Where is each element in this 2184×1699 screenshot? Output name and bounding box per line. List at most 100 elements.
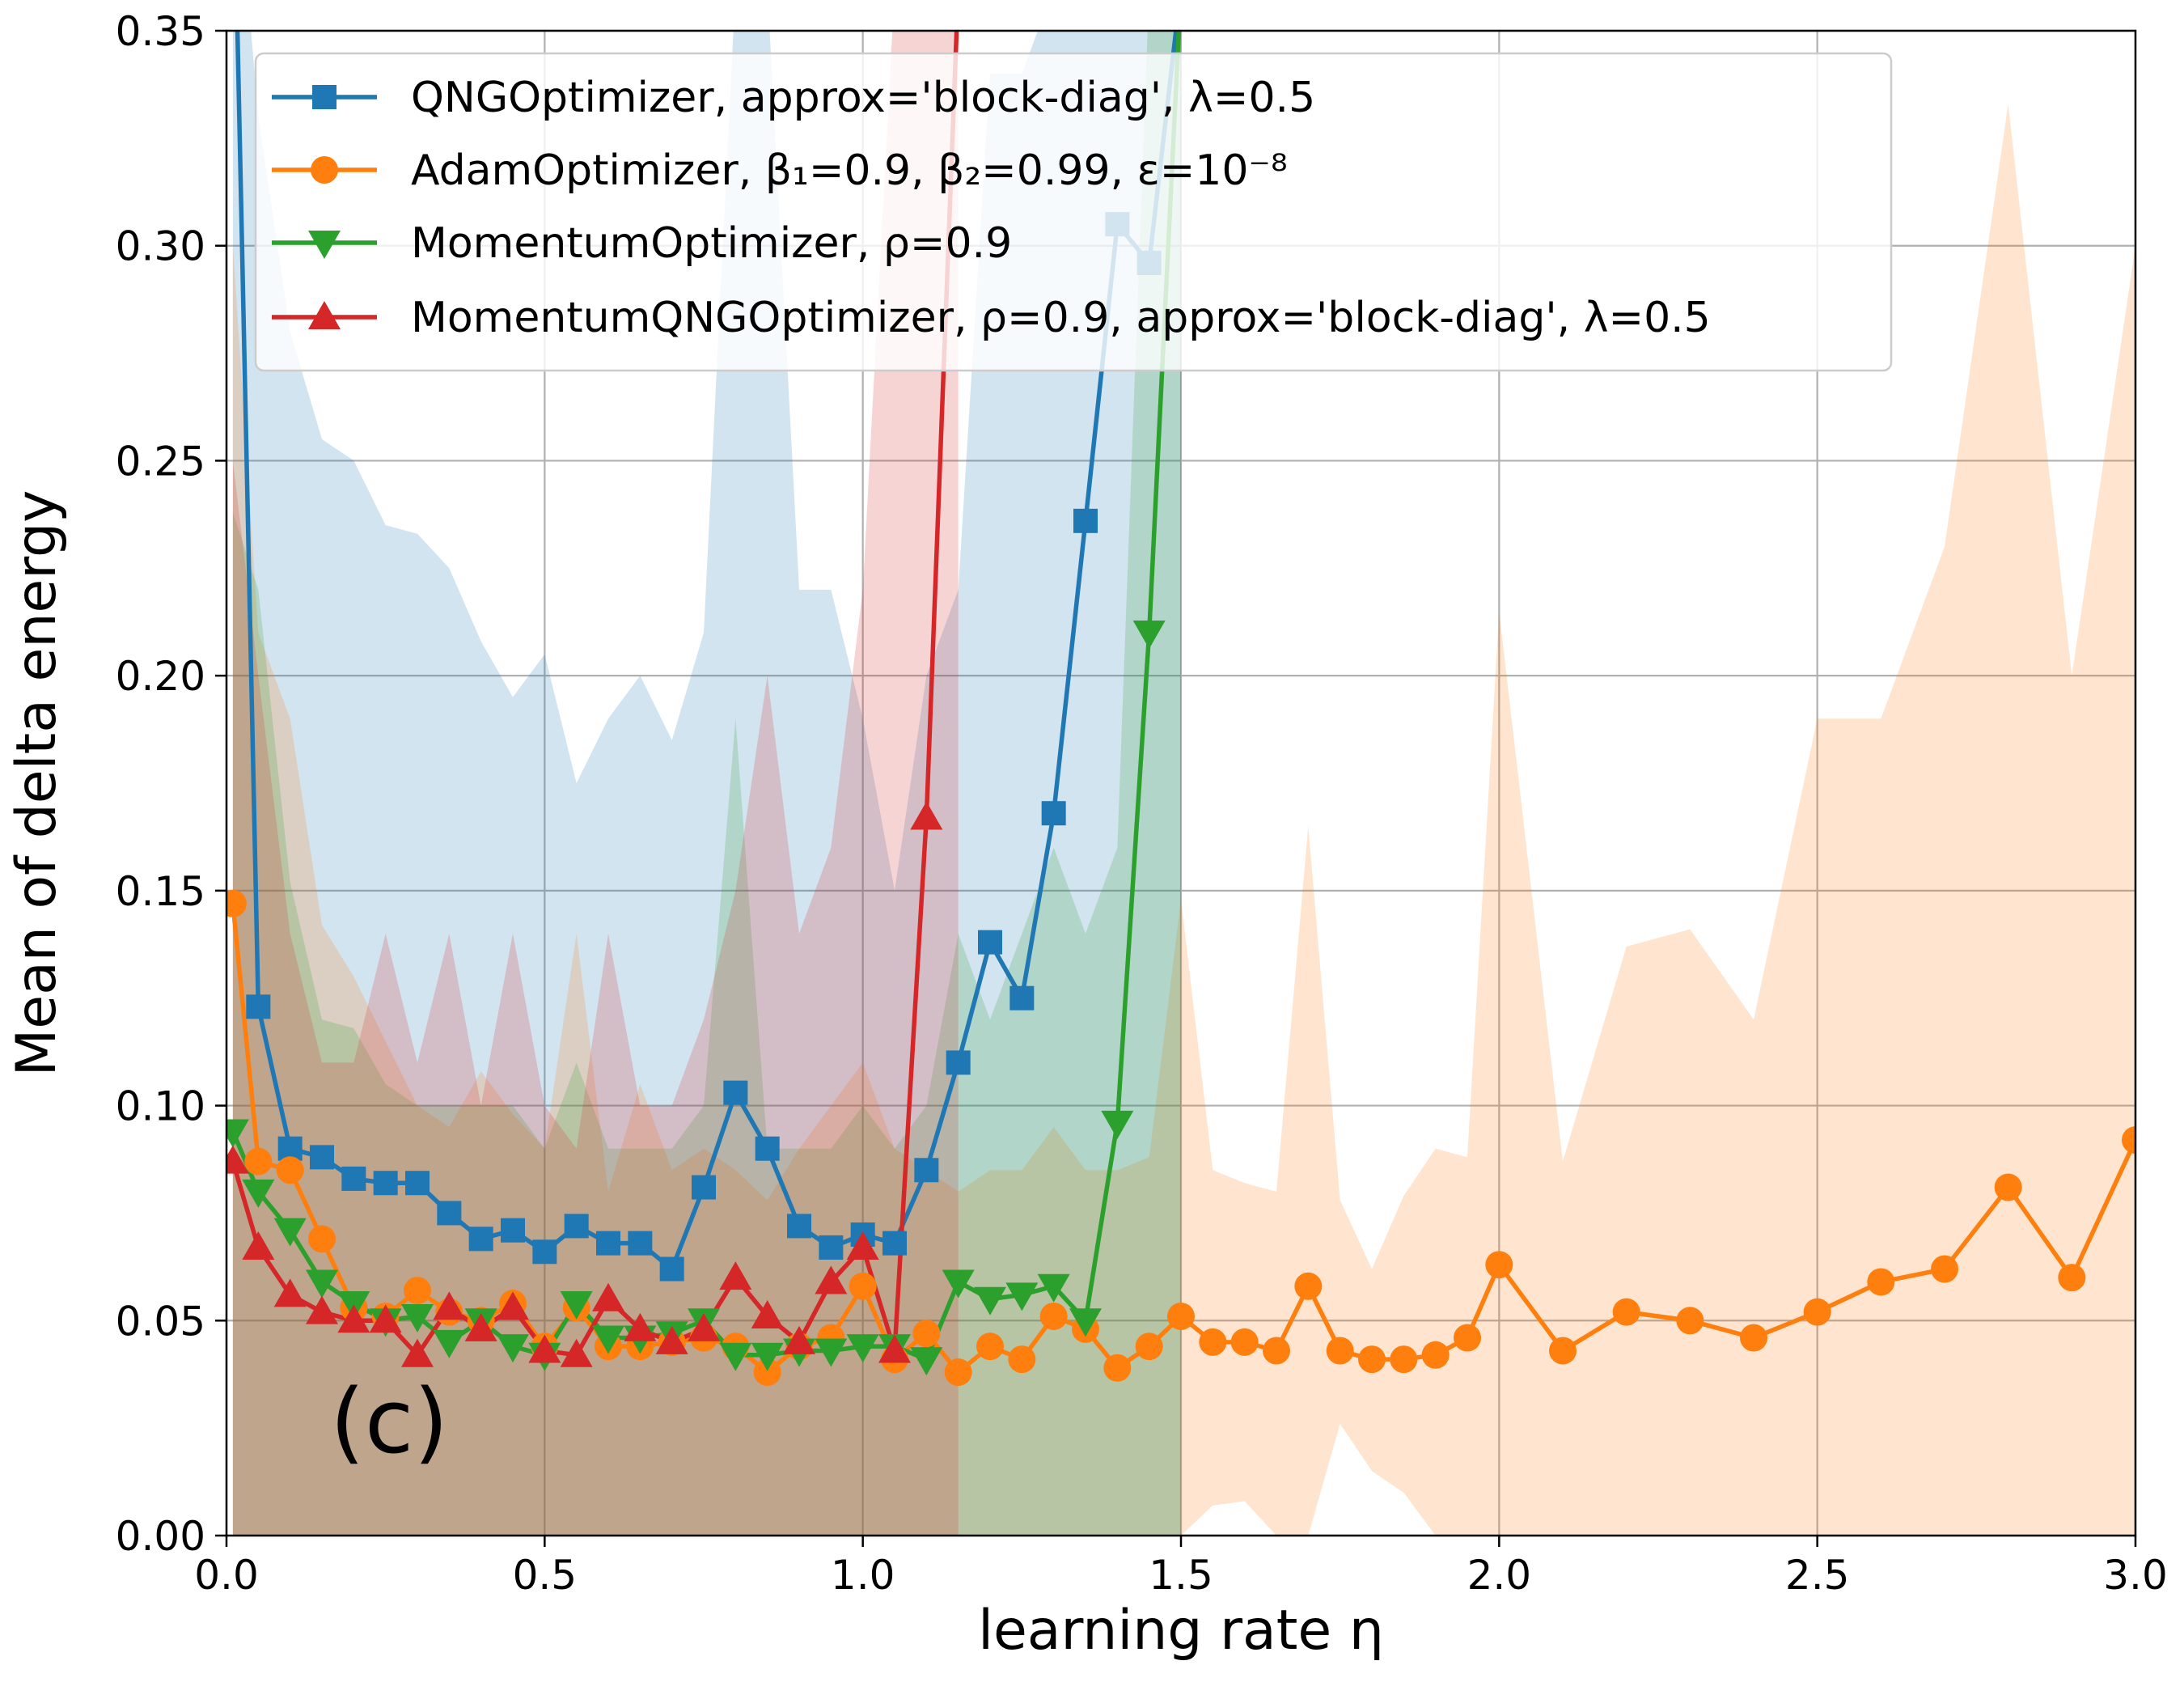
data-point-s1-3 (308, 1225, 336, 1253)
data-point-s1-1 (244, 1147, 273, 1176)
data-point-s1-49 (2058, 1264, 2086, 1292)
data-point-s2-11 (560, 1291, 593, 1320)
y-axis: 0.00 0.05 0.10 0.15 0.20 0.25 0.30 0.35 (116, 8, 226, 1560)
data-point-s1-38 (1421, 1341, 1450, 1369)
data-point-s2-19 (815, 1338, 848, 1367)
data-point-s1-0 (226, 889, 247, 917)
data-point-s2-3 (306, 1269, 338, 1299)
data-point-s1-31 (1199, 1328, 1227, 1356)
data-point-s3-14 (655, 1325, 688, 1354)
data-point-s0-6 (405, 1171, 430, 1196)
legend-marker-3 (308, 301, 341, 329)
data-point-s1-48 (1994, 1173, 2022, 1201)
data-point-s3-9 (497, 1291, 529, 1320)
y-tick-label-1: 0.05 (116, 1298, 205, 1345)
data-point-s3-0 (226, 1145, 249, 1174)
data-point-s3-8 (464, 1312, 497, 1341)
data-point-s3-1 (242, 1231, 275, 1260)
data-point-s2-1 (242, 1179, 275, 1208)
data-point-s0-23 (946, 1050, 971, 1075)
data-point-s1-6 (404, 1277, 431, 1305)
y-tick-label-7: 0.35 (116, 8, 205, 55)
data-point-s3-6 (401, 1338, 434, 1367)
x-axis-title: learning rate η (978, 1599, 1384, 1663)
data-point-s3-17 (751, 1299, 784, 1328)
x-tick-label-0: 0.0 (194, 1552, 259, 1599)
legend-marker-0 (312, 85, 336, 109)
data-point-s1-35 (1326, 1337, 1354, 1365)
x-tick-label-2: 1.0 (831, 1552, 895, 1599)
data-point-s2-23 (942, 1269, 975, 1299)
data-point-s0-7 (437, 1201, 462, 1226)
data-point-s0-15 (692, 1175, 716, 1200)
y-tick-label-5: 0.25 (116, 438, 205, 485)
data-point-s1-30 (1167, 1302, 1195, 1330)
data-point-s2-27 (1069, 1308, 1102, 1337)
data-point-s2-26 (1037, 1273, 1070, 1303)
data-point-s1-46 (1867, 1268, 1895, 1296)
data-point-s0-1 (246, 994, 271, 1019)
data-point-s2-12 (592, 1325, 624, 1354)
data-point-s2-2 (273, 1218, 307, 1247)
data-point-s1-20 (849, 1272, 877, 1300)
data-point-s1-36 (1358, 1345, 1386, 1374)
data-point-s0-16 (723, 1080, 748, 1105)
data-point-s2-7 (433, 1329, 466, 1358)
data-point-s3-16 (719, 1261, 752, 1290)
data-point-s2-16 (719, 1342, 752, 1371)
data-point-s3-4 (337, 1304, 370, 1333)
data-point-s2-20 (846, 1334, 879, 1363)
data-point-s0-9 (501, 1218, 525, 1243)
data-point-s3-5 (369, 1304, 402, 1333)
data-point-s1-37 (1390, 1345, 1418, 1374)
data-point-s1-26 (1039, 1302, 1068, 1330)
data-point-s3-11 (560, 1338, 593, 1367)
plot-area (226, 31, 2135, 1536)
data-point-s1-41 (1549, 1337, 1577, 1365)
data-point-s1-29 (1135, 1333, 1163, 1361)
data-point-s3-2 (273, 1278, 307, 1307)
data-point-s2-25 (1005, 1282, 1039, 1311)
data-point-s3-12 (592, 1282, 624, 1311)
series-markers (226, 212, 2135, 1387)
error-band-2 (232, 31, 1181, 1536)
x-tick-label-6: 3.0 (2103, 1552, 2168, 1599)
data-point-s3-15 (688, 1312, 720, 1341)
data-point-s1-44 (1740, 1324, 1767, 1352)
y-tick-label-3: 0.15 (116, 868, 205, 915)
x-tick-label-3: 1.5 (1149, 1552, 1213, 1599)
y-axis-title: Mean of delta energy (5, 490, 69, 1077)
legend-box (254, 52, 1893, 372)
data-point-s3-18 (783, 1325, 815, 1354)
data-point-s1-33 (1263, 1337, 1290, 1365)
data-point-s3-19 (815, 1265, 848, 1294)
data-point-s1-17 (753, 1358, 781, 1387)
x-tick-label-5: 2.5 (1785, 1552, 1850, 1599)
data-point-s0-4 (341, 1166, 366, 1191)
data-point-s1-42 (1612, 1298, 1640, 1326)
data-point-s3-21 (878, 1334, 911, 1363)
legend: QNGOptimizer, approx='block-diag', λ=0.5… (254, 52, 1893, 372)
data-point-s0-19 (819, 1235, 844, 1260)
data-point-s1-34 (1294, 1272, 1323, 1300)
legend-label-1: AdamOptimizer, β₁=0.9, β₂=0.99, ε=10⁻⁸ (411, 146, 1288, 195)
x-tick-label-4: 2.0 (1467, 1552, 1532, 1599)
data-point-s3-3 (306, 1295, 338, 1324)
data-point-s1-28 (1103, 1354, 1132, 1382)
legend-label-3: MomentumQNGOptimizer, ρ=0.9, approx='blo… (411, 294, 1711, 342)
data-point-s1-40 (1485, 1251, 1513, 1279)
data-point-s2-29 (1132, 621, 1166, 649)
y-tick-label-0: 0.00 (116, 1513, 205, 1560)
data-point-s2-17 (751, 1342, 784, 1371)
data-point-s0-22 (914, 1158, 939, 1183)
data-point-s1-43 (1676, 1307, 1704, 1335)
data-point-s1-45 (1803, 1298, 1831, 1326)
panel-label: (c) (330, 1370, 448, 1473)
y-tick-label-2: 0.10 (116, 1083, 205, 1130)
data-point-s1-32 (1230, 1328, 1259, 1356)
data-point-s0-13 (628, 1231, 653, 1256)
data-point-s0-3 (310, 1145, 334, 1170)
y-tick-label-6: 0.30 (116, 223, 205, 270)
data-point-s3-10 (528, 1334, 561, 1363)
